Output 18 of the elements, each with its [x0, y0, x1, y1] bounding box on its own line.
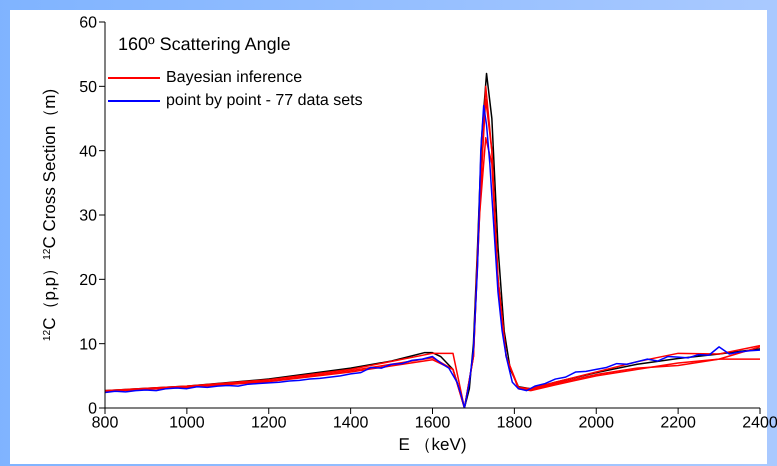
y-tick-label: 10 [79, 336, 98, 354]
legend-label: point by point - 77 data sets [166, 92, 363, 110]
x-tick-label: 1000 [169, 414, 205, 432]
x-tick-label: 1400 [332, 414, 369, 432]
x-tick-label: 1800 [496, 414, 532, 432]
y-tick-label: 60 [79, 14, 98, 32]
text: 160º Scattering Angle [118, 34, 291, 55]
x-axis-title: E （keV) [398, 435, 467, 454]
legend-label: Bayesian inference [166, 68, 302, 86]
y-tick-label: 30 [79, 208, 98, 225]
x-tick-label: 1600 [414, 414, 450, 432]
x-tick-label: 2000 [578, 414, 614, 432]
y-tick-label: 50 [79, 79, 98, 96]
y-tick-label: 20 [79, 272, 98, 290]
x-tick-label: 1200 [250, 414, 287, 432]
y-tick-label: 40 [79, 143, 98, 160]
x-tick-label: 2200 [660, 414, 696, 432]
x-tick-label: 2400 [742, 414, 777, 432]
